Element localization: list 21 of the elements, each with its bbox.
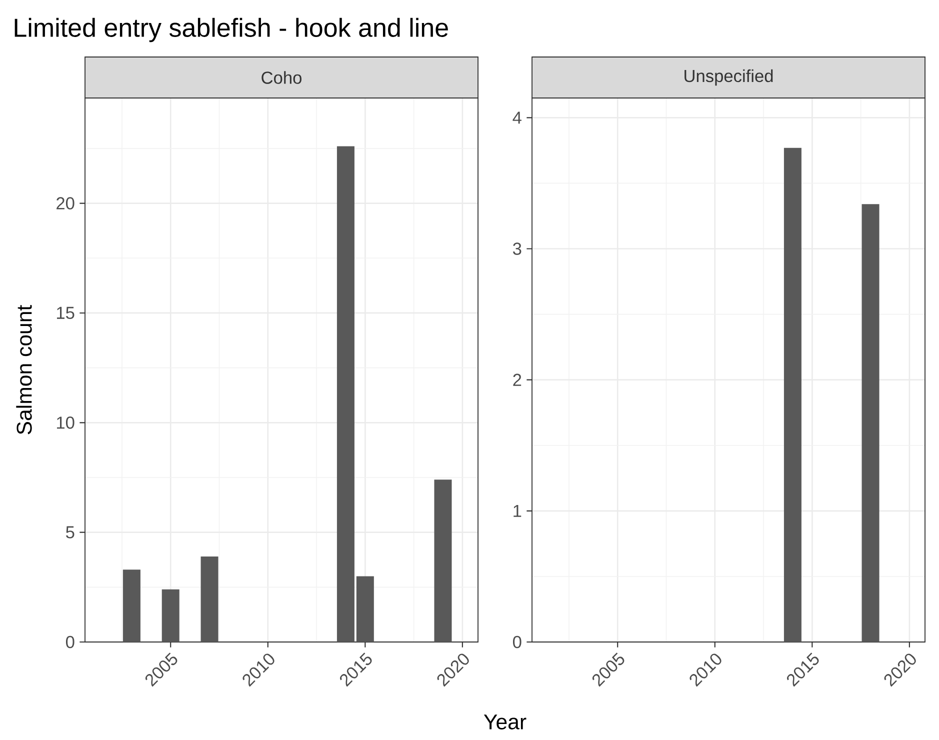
bar xyxy=(200,556,218,642)
bar xyxy=(356,576,374,642)
chart-subtitle: Coho xyxy=(262,71,302,84)
y-tick-label: 0 xyxy=(66,636,74,648)
chart-subtitle: Unspecified xyxy=(684,69,773,86)
y-tick-label: 20 xyxy=(56,197,74,210)
y-tick-label: 4 xyxy=(512,112,522,124)
bar xyxy=(122,570,140,642)
y-tick-label: 1 xyxy=(514,504,522,517)
y-tick-label: 5 xyxy=(66,526,74,538)
x-axis-title: Year xyxy=(484,714,526,730)
y-tick-label: 10 xyxy=(56,416,74,429)
chart-title: Limited entry sablefish - hook and line xyxy=(14,18,448,42)
bar xyxy=(336,146,354,642)
bar xyxy=(162,589,180,642)
y-axis-title: Salmon count xyxy=(16,304,32,434)
y-tick-label: 15 xyxy=(56,306,74,320)
y-tick-label: 2 xyxy=(513,374,522,386)
bar xyxy=(434,480,452,642)
y-tick-label: 0 xyxy=(512,636,522,648)
y-tick-label: 3 xyxy=(512,242,522,255)
